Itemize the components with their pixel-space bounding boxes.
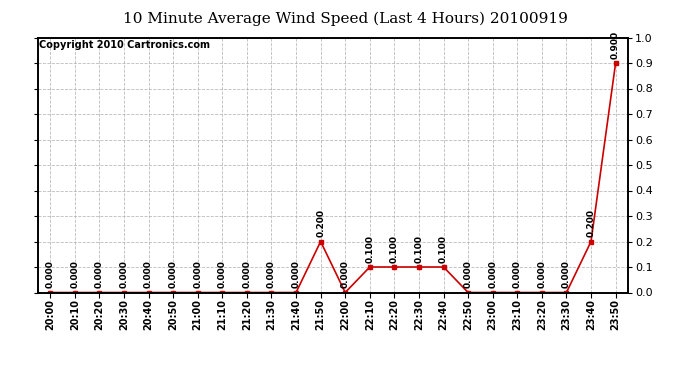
Text: 0.200: 0.200 [316, 209, 325, 237]
Text: 0.000: 0.000 [168, 261, 177, 288]
Text: 0.000: 0.000 [489, 261, 497, 288]
Text: 0.000: 0.000 [144, 261, 153, 288]
Text: 0.000: 0.000 [341, 261, 350, 288]
Text: 0.900: 0.900 [611, 31, 620, 59]
Text: 0.000: 0.000 [464, 261, 473, 288]
Text: 0.000: 0.000 [95, 261, 104, 288]
Text: 0.000: 0.000 [119, 261, 128, 288]
Text: 0.100: 0.100 [415, 235, 424, 263]
Text: 0.000: 0.000 [292, 261, 301, 288]
Text: 0.000: 0.000 [538, 261, 546, 288]
Text: Copyright 2010 Cartronics.com: Copyright 2010 Cartronics.com [39, 40, 210, 50]
Text: 0.100: 0.100 [365, 235, 374, 263]
Text: 10 Minute Average Wind Speed (Last 4 Hours) 20100919: 10 Minute Average Wind Speed (Last 4 Hou… [123, 11, 567, 26]
Text: 0.200: 0.200 [586, 209, 595, 237]
Text: 0.000: 0.000 [46, 261, 55, 288]
Text: 0.100: 0.100 [439, 235, 448, 263]
Text: 0.000: 0.000 [242, 261, 251, 288]
Text: 0.000: 0.000 [218, 261, 227, 288]
Text: 0.100: 0.100 [390, 235, 399, 263]
Text: 0.000: 0.000 [513, 261, 522, 288]
Text: 0.000: 0.000 [267, 261, 276, 288]
Text: 0.000: 0.000 [193, 261, 202, 288]
Text: 0.000: 0.000 [70, 261, 79, 288]
Text: 0.000: 0.000 [562, 261, 571, 288]
